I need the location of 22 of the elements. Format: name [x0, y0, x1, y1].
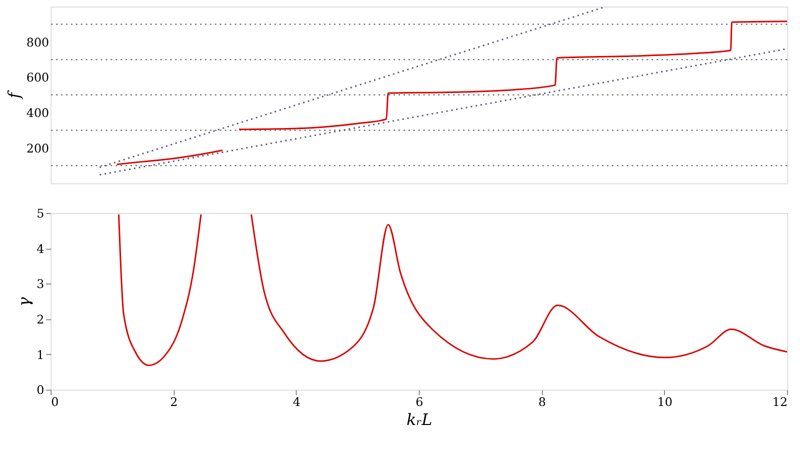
x-tick-label: 12 [772, 395, 788, 410]
x-tick-label: 2 [170, 395, 178, 410]
line-series [238, 20, 788, 130]
x-tick-label: 4 [292, 395, 300, 410]
x-tick-label: 0 [51, 395, 59, 410]
x-tick-label: 6 [416, 395, 424, 410]
y-tick-label: 2 [36, 312, 44, 326]
x-tick-label: 8 [538, 395, 546, 410]
y-tick-label: 0 [36, 383, 44, 398]
y-tick-label: 800 [26, 35, 50, 50]
y-axis-title: γ [14, 296, 34, 307]
y-tick-label: 600 [26, 70, 50, 85]
x-tick-label: 10 [657, 395, 672, 410]
y-tick-label: 200 [26, 141, 50, 156]
y-tick-label: 4 [36, 242, 44, 256]
y-tick-label: 5 [36, 206, 44, 220]
y-tick-label: 1 [36, 348, 44, 362]
line-series [116, 149, 224, 166]
y-tick-label: 400 [26, 106, 50, 120]
y-axis-title: f [4, 89, 24, 100]
x-axis-title: kᵣL [406, 410, 432, 429]
y-tick-label: 3 [36, 277, 44, 292]
